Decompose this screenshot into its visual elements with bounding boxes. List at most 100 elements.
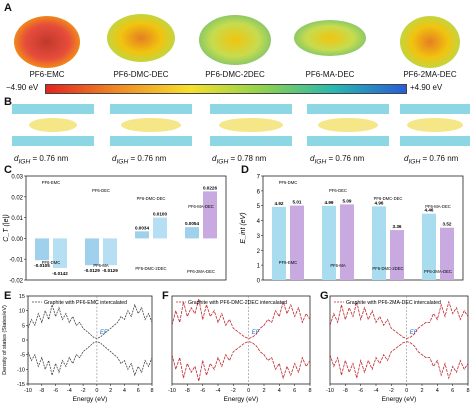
esp-surface-1 [14,16,80,68]
charge-transfer-chart: -0.02 -0.01 0.00 0.01 0.02 0.03 C_T (|e|) -0.01… [3,175,227,285]
x-tick-label: -2 [81,388,86,394]
molecule-annotation: PF6-DEC [92,188,110,193]
bar [85,238,99,266]
bar [422,213,436,280]
dos-series-line [329,300,469,339]
interaction-energy-chart: 0 1 2 3 4 5 6 7 E_int (eV) 4.92 5.01 4.99 5.09 4.96 3.… [240,175,464,285]
y-tick-label: 2 [257,249,261,255]
panel-f-label: F [162,290,169,302]
y-tick-label: 0 [257,279,261,285]
y-tick-label: 7 [257,175,261,181]
x-tick-label: -4 [216,388,221,394]
y-tick-label: 10 [19,309,25,315]
x-tick-label: 6 [137,388,140,394]
panel-f: F -10 -8 -6 -4 -2 0 2 4 6 8 Energy (eV) EF Graphite … [158,290,316,406]
panel-a: A PF6-EMC PF6-DMC-DEC PF6-DMC-2DEC PF6-M… [0,0,474,96]
y-tick-label: 3 [257,234,261,240]
bar [185,227,199,239]
y-tick-label: 0.02 [11,195,23,201]
legend-label: Graphite with PF6-DMC-2DEC intercalated [188,300,287,306]
molecule-annotation: PF6-2MA-DEC [424,269,452,274]
dos-series-line [329,341,469,380]
bar [153,217,167,239]
bar [290,205,304,280]
bar-data-label: 4.96 [375,200,384,205]
bar-data-label: 0.0226 [203,185,217,190]
colorbar-max-label: +4.90 eV [410,83,443,92]
x-tick-label: 2 [420,388,423,394]
x-tick-label: -4 [67,388,72,394]
mol-label-5: PF6-2MA-DEC [403,70,457,79]
legend-label: Graphite with PF6-2MA-DEC intercalated [346,300,441,306]
x-tick-label: 2 [262,388,265,394]
x-tick-label: -2 [231,388,236,394]
x-tick-label: 4 [436,388,439,394]
x-tick-label: 4 [278,388,281,394]
bar-data-label: -0.0129 [84,268,100,273]
molecule-annotation: PF6-DMC [42,260,61,265]
molecule-annotation: PF6-DMC [279,180,298,185]
x-tick-label: 0 [95,388,98,394]
molecule-annotation: PF6-MA [93,263,109,268]
esp-surface-5 [400,16,460,68]
panel-g: G -10 -8 -6 -4 -2 0 2 4 6 8 Energy (eV) EF Graphite … [316,290,474,406]
graphite-structures [12,104,470,146]
bar-data-label: 3.36 [393,224,402,229]
y-tick-label: 0.01 [11,216,23,222]
y-tick-label: 4 [257,219,261,225]
mol-label-3: PF6-DMC-2DEC [205,70,265,79]
molecule-annotation: PF6-EMC [279,260,297,265]
molecule-annotation: PF6-DMC-DEC [137,196,166,201]
x-axis-label: Energy (eV) [73,396,108,403]
bar-data-label: 5.09 [343,198,352,203]
bar [440,227,454,280]
molecule-annotation: PF6-MA-DEC [425,204,451,209]
structure-2 [110,104,192,146]
x-tick-label: -8 [39,388,44,394]
plot-frame [262,175,464,281]
panel-e: E -10 -8 -6 -4 -2 0 2 4 6 8 Energy (eV) -15 -10 -5 0 5 1… [0,290,158,406]
mol-label-1: PF6-EMC [29,70,65,79]
y-tick-label: -15 [17,382,25,388]
mol-label-2: PF6-DMC-DEC [113,70,169,79]
d-igh-label-4: dIGH = 0.76 nm [310,154,365,166]
panel-d-label: D [241,164,249,176]
molecule-annotation: PF6-DMC-2DEC [372,266,403,271]
bar-data-label: 0.0100 [153,212,167,217]
x-tick-label: -8 [185,388,190,394]
bar-data-label: 4.46 [425,208,434,213]
bar [340,204,354,280]
bar [35,238,49,261]
panel-g-label: G [320,290,329,302]
bar [272,206,286,280]
x-tick-label: 4 [123,388,126,394]
bar-data-label: -0.0129 [102,268,118,273]
x-tick-label: -6 [358,388,363,394]
mol-label-4: PF6-MA-DEC [305,70,355,79]
esp-surfaces [14,14,460,68]
bar [322,205,336,280]
bar-data-label: -0.0142 [52,271,68,276]
molecule-annotation: PF6-DMC-DEC [374,196,403,201]
y-tick-label: 15 [19,294,25,300]
bar [203,191,217,239]
x-tick-label: 6 [451,388,454,394]
x-axis-label: Energy (eV) [382,396,417,403]
y-tick-label: 5 [22,323,25,329]
y-axis-label: E_int (eV) [240,212,247,243]
structure-3 [210,104,292,146]
bar-data-label: 4.92 [275,201,284,206]
x-tick-label: 8 [308,388,311,394]
y-tick-label: -0.01 [9,258,23,264]
dos-series-line [27,303,153,339]
bar [372,206,386,280]
x-tick-label: -8 [343,388,348,394]
x-tick-label: -10 [168,388,176,394]
molecule-annotation: PF6-EMC [42,180,60,185]
y-tick-label: 6 [257,189,261,195]
x-tick-label: 0 [247,388,250,394]
y-tick-label: -5 [20,353,25,359]
x-tick-label: -10 [326,388,334,394]
d-igh-label-3: dIGH = 0.78 nm [212,154,267,166]
